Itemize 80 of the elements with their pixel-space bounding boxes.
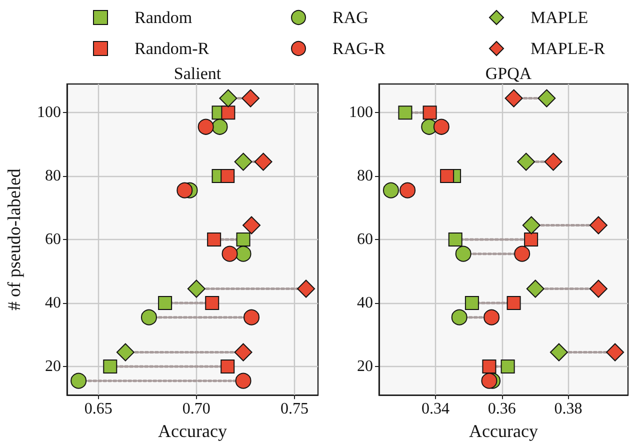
- point: [254, 152, 272, 171]
- point: [242, 216, 261, 234]
- chart-title: GPQA: [485, 64, 532, 83]
- point: [451, 309, 468, 326]
- point: [222, 246, 238, 262]
- x-tick-label: 0.34: [421, 400, 450, 418]
- point: [70, 372, 87, 389]
- point: [514, 246, 530, 262]
- x-tick-label: 0.70: [182, 400, 210, 418]
- point: [234, 343, 252, 362]
- y-tick-label: 20: [357, 358, 373, 376]
- point: [236, 232, 250, 247]
- point: [187, 280, 206, 298]
- point: [220, 169, 235, 184]
- point: [398, 106, 412, 120]
- point: [219, 89, 238, 108]
- point: [400, 182, 416, 198]
- point: [464, 296, 479, 310]
- point: [221, 106, 236, 120]
- point: [538, 89, 556, 108]
- legend-label: RAG-R: [332, 39, 386, 58]
- point: [297, 280, 316, 298]
- point: [506, 296, 521, 310]
- point: [176, 182, 193, 198]
- point: [422, 106, 437, 120]
- point: [198, 118, 214, 135]
- point: [448, 232, 462, 247]
- y-axis-title: # of pseudo-labeled: [4, 168, 24, 311]
- point: [481, 372, 498, 389]
- point: [220, 360, 235, 374]
- y-tick-label: 60: [357, 231, 373, 248]
- point: [504, 89, 523, 108]
- point: [242, 89, 260, 108]
- y-tick-label: 20: [45, 358, 61, 376]
- point: [235, 372, 252, 389]
- point: [522, 216, 540, 234]
- x-tick-label: 0.75: [280, 400, 308, 418]
- point: [212, 118, 228, 135]
- point: [158, 296, 172, 310]
- x-tick-label: 0.65: [84, 400, 112, 418]
- point: [433, 118, 450, 135]
- x-tick-label: 0.38: [554, 400, 582, 418]
- point: [550, 343, 568, 362]
- point: [205, 296, 220, 310]
- x-axis-title: Accuracy: [158, 421, 227, 441]
- point: [235, 246, 252, 262]
- point: [526, 280, 544, 298]
- point: [234, 152, 252, 171]
- y-tick-label: 40: [45, 294, 61, 312]
- point: [244, 309, 260, 326]
- point: [589, 280, 608, 298]
- y-tick-label: 80: [357, 168, 373, 185]
- point: [207, 232, 222, 247]
- point: [482, 360, 496, 374]
- point: [455, 246, 472, 262]
- point: [484, 309, 500, 326]
- y-tick-label: 100: [349, 104, 373, 122]
- y-tick-label: 100: [37, 104, 61, 122]
- point: [589, 216, 608, 234]
- legend-label: RAG: [332, 8, 368, 27]
- point: [382, 182, 399, 198]
- x-tick-label: 0.36: [488, 400, 516, 418]
- point: [140, 309, 157, 326]
- point: [103, 360, 118, 374]
- legend-label: Random: [134, 8, 192, 27]
- y-tick-label: 80: [45, 168, 61, 185]
- point: [524, 232, 538, 247]
- point: [116, 343, 134, 362]
- legend-label: MAPLE-R: [530, 39, 606, 58]
- point: [606, 343, 624, 362]
- point: [440, 169, 454, 184]
- chart-title: Salient: [174, 64, 222, 83]
- x-axis-title: Accuracy: [469, 421, 538, 441]
- point: [517, 152, 536, 171]
- y-tick-label: 40: [357, 294, 373, 312]
- y-tick-label: 60: [45, 231, 61, 248]
- point: [500, 360, 515, 374]
- legend-label: Random-R: [134, 39, 210, 58]
- point: [544, 152, 562, 171]
- legend-label: MAPLE: [530, 8, 588, 27]
